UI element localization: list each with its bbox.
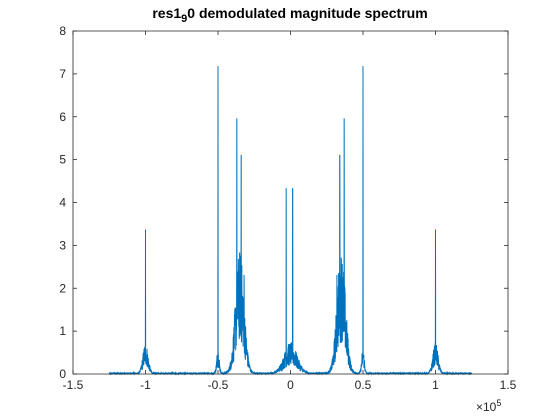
y-tick-label: 6 — [59, 110, 66, 124]
spectrum-layer — [108, 66, 473, 376]
y-axis: 0 1 2 3 4 5 6 7 8 — [59, 24, 508, 381]
y-tick-label: 5 — [59, 153, 66, 167]
x-exponent-power: 5 — [496, 398, 501, 408]
spectrum-line — [108, 66, 473, 376]
x-tick-label: -1 — [140, 378, 151, 392]
y-tick-label: 1 — [59, 324, 66, 338]
x-exponent-base: ×10 — [476, 400, 497, 414]
x-axis: -1.5 -1 -0.5 0 0.5 1 1.5 — [63, 31, 517, 392]
title-subscript: 9 — [181, 13, 187, 25]
x-tick-label: -1.5 — [63, 378, 84, 392]
x-tick-label: 1.5 — [500, 378, 517, 392]
y-tick-label: 7 — [59, 67, 66, 81]
y-tick-label: 8 — [59, 24, 66, 38]
title-prefix: res1 — [152, 5, 181, 21]
x-axis-exponent: ×105 — [476, 398, 501, 414]
x-tick-label: 0.5 — [355, 378, 372, 392]
y-tick-label: 2 — [59, 281, 66, 295]
y-tick-label: 4 — [59, 196, 66, 210]
y-tick-label: 3 — [59, 238, 66, 252]
chart-title: res190 demodulated magnitude spectrum — [152, 5, 427, 25]
x-tick-label: 1 — [432, 378, 439, 392]
x-tick-label: 0 — [287, 378, 294, 392]
y-tick-label: 0 — [59, 367, 66, 381]
plot-area — [73, 31, 508, 374]
title-suffix: 0 demodulated magnitude spectrum — [187, 5, 427, 21]
x-tick-label: -0.5 — [208, 378, 229, 392]
